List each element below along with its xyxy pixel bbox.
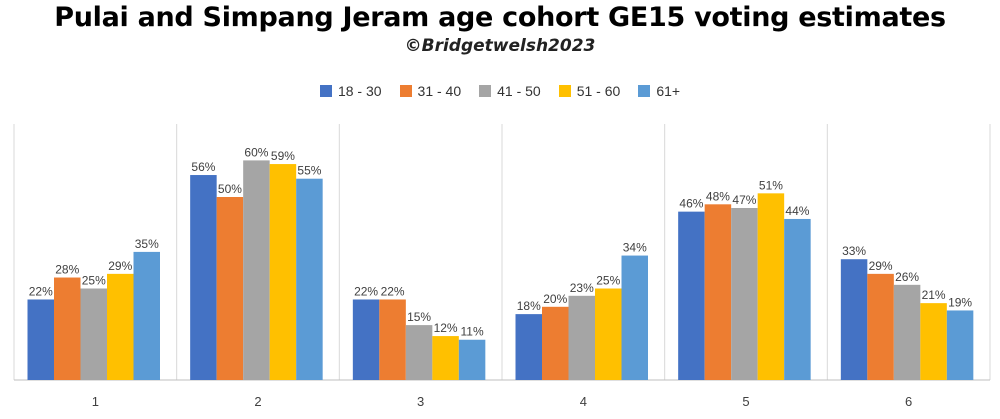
data-label: 50% (218, 182, 242, 196)
bar (458, 339, 486, 380)
bar (840, 259, 868, 380)
data-label: 48% (706, 189, 730, 203)
bar (296, 178, 323, 380)
bar (190, 175, 217, 380)
data-label: 20% (543, 292, 567, 306)
bar (542, 306, 569, 380)
legend-item-31-40: 31 - 40 (399, 83, 462, 99)
data-label: 11% (461, 325, 484, 339)
data-label: 51% (759, 178, 783, 192)
data-label: 22% (354, 284, 378, 298)
bar (946, 310, 974, 380)
data-label: 29% (108, 259, 132, 273)
legend-swatch (638, 85, 651, 97)
bar (27, 299, 54, 380)
bar (595, 288, 622, 380)
data-label: 15% (407, 310, 431, 324)
legend-swatch (558, 85, 571, 97)
legend-item-41-50: 41 - 50 (479, 83, 541, 99)
legend-label: 61+ (656, 83, 681, 99)
bar (568, 295, 595, 380)
bar (352, 299, 380, 380)
bar (405, 325, 433, 380)
bar (107, 273, 134, 380)
bar (893, 284, 921, 380)
data-label: 25% (596, 274, 620, 288)
data-label: 22% (381, 284, 405, 298)
bar (678, 211, 705, 380)
bar (379, 299, 406, 380)
bar (243, 160, 270, 380)
bar (432, 336, 459, 380)
data-label: 46% (679, 197, 703, 211)
bar (216, 197, 244, 380)
legend-item-18-30: 18 - 30 (319, 83, 382, 99)
legend: 18 - 30 31 - 40 41 - 50 51 - 60 61+ (0, 83, 1000, 99)
legend-item-51-60: 51 - 60 (558, 83, 621, 99)
legend-label: 18 - 30 (337, 83, 382, 99)
x-tick-label: 2 (254, 394, 261, 409)
data-label: 59% (271, 149, 295, 163)
data-label: 23% (570, 281, 594, 295)
data-label: 33% (842, 244, 866, 258)
bar (54, 277, 81, 380)
data-label: 34% (623, 241, 647, 255)
data-label: 25% (82, 274, 106, 288)
x-tick-label: 6 (905, 394, 912, 409)
x-tick-label: 4 (580, 394, 587, 409)
data-label: 44% (785, 204, 809, 218)
data-label: 55% (297, 164, 321, 178)
bar (731, 207, 758, 380)
bar (269, 164, 297, 380)
bar (704, 204, 732, 380)
legend-swatch (399, 85, 412, 97)
legend-item-61-plus: 61+ (638, 83, 680, 99)
bar (757, 193, 785, 380)
data-label: 26% (895, 270, 919, 284)
chart-subtitle: ©Bridgetwelsh2023 (404, 36, 596, 56)
bar (920, 303, 947, 380)
x-tick-label: 5 (742, 394, 749, 409)
legend-label: 51 - 60 (576, 83, 621, 99)
data-label: 22% (29, 284, 53, 298)
x-tick-label: 1 (92, 394, 99, 409)
bar (515, 314, 542, 380)
data-label: 47% (732, 193, 756, 207)
data-label: 19% (948, 295, 972, 309)
data-label: 29% (869, 259, 893, 273)
data-label: 60% (244, 145, 268, 159)
legend-swatch (319, 85, 332, 97)
data-label: 56% (191, 160, 215, 174)
legend-label: 41 - 50 (497, 83, 541, 99)
data-label: 18% (517, 299, 541, 313)
bar (784, 218, 811, 380)
bar (867, 273, 894, 380)
data-label: 12% (434, 321, 458, 335)
legend-label: 31 - 40 (417, 83, 462, 99)
bar (133, 251, 160, 380)
data-label: 35% (135, 237, 159, 251)
bar (80, 288, 107, 380)
bar (621, 255, 648, 380)
legend-swatch (479, 85, 492, 97)
x-tick-label: 3 (417, 394, 424, 409)
data-label: 21% (922, 288, 946, 302)
data-label: 28% (55, 263, 79, 277)
chart-title: Pulai and Simpang Jeram age cohort GE15 … (54, 2, 946, 33)
